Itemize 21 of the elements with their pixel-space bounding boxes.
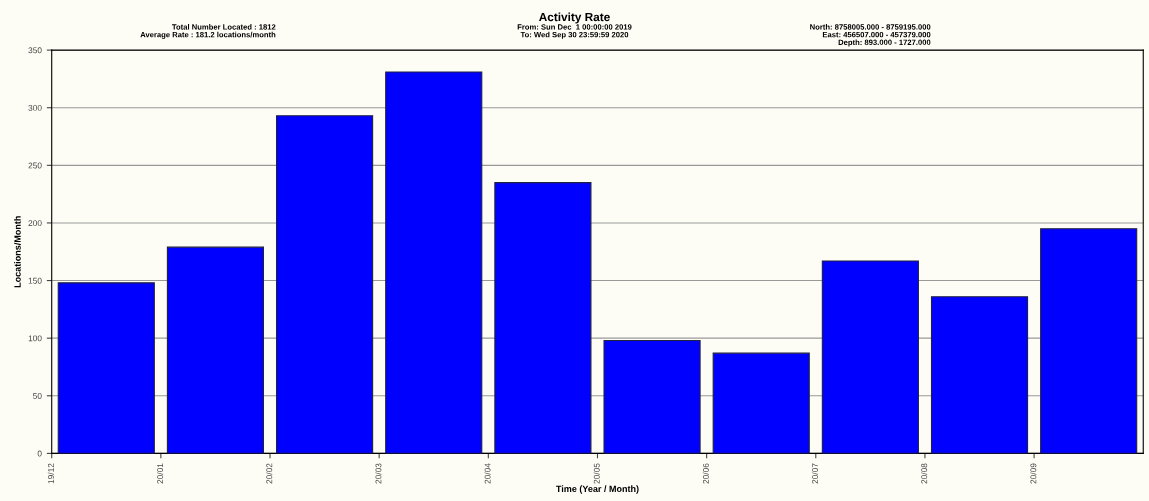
y-tick-label: 250: [28, 162, 42, 169]
x-tick-label: 20/04: [484, 463, 491, 484]
x-tick-label: 20/01: [156, 463, 164, 484]
y-tick-label: 300: [28, 104, 42, 111]
x-tick-label: 19/12: [47, 463, 54, 484]
y-tick-label: 100: [28, 335, 42, 342]
x-tick-label: 20/02: [266, 463, 273, 484]
x-tick-label: 20/08: [921, 463, 928, 484]
x-tick-label: 20/07: [811, 463, 819, 484]
y-tick-label: 350: [28, 47, 42, 54]
y-tick-label: 50: [33, 392, 42, 399]
y-tick-label: 150: [28, 277, 42, 284]
x-tick-label: 20/06: [702, 463, 709, 484]
y-axis-title: Locations/Month: [14, 216, 21, 288]
x-tick-label: 20/03: [375, 463, 382, 484]
chart-title: Activity Rate: [539, 12, 610, 24]
x-tick-label: 20/09: [1030, 463, 1037, 484]
y-tick-label: 200: [28, 220, 42, 227]
y-tick-label: 0: [37, 450, 42, 457]
x-tick-label: 20/05: [593, 463, 600, 484]
x-axis-title: Time (Year / Month): [556, 485, 639, 494]
